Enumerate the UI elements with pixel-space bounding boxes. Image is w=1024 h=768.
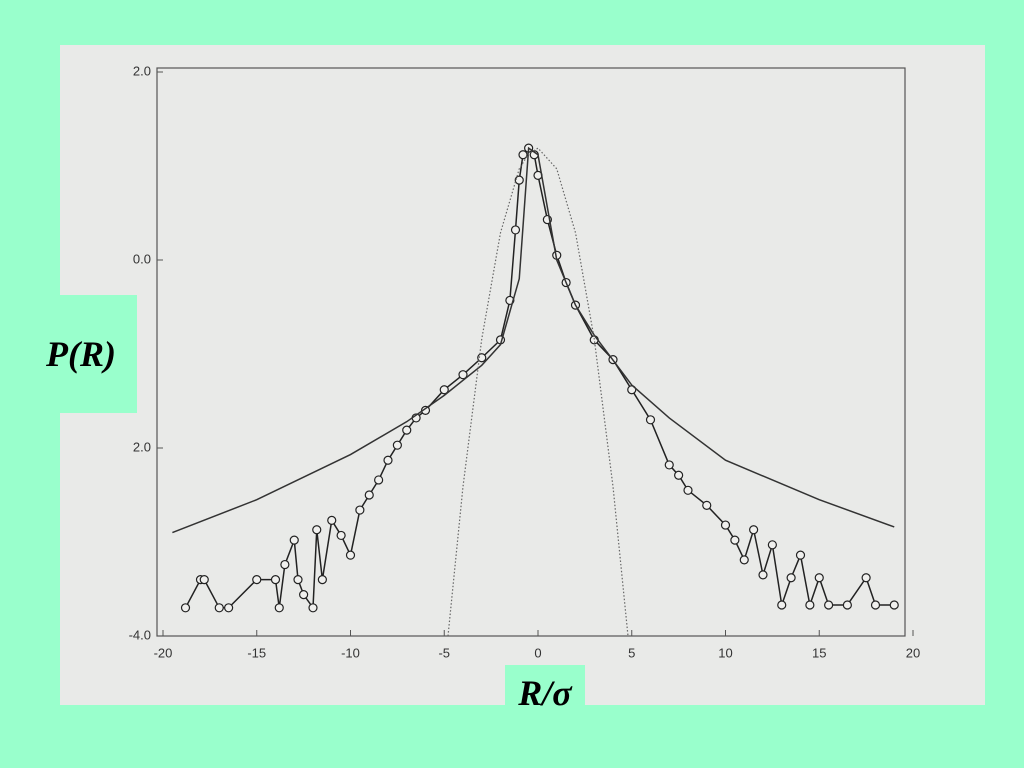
data-point [392, 440, 402, 450]
data-point [870, 600, 881, 610]
x-tick-label: 5 [628, 645, 635, 660]
data-point [645, 415, 656, 425]
data-point [327, 515, 337, 525]
data-point [274, 603, 284, 613]
data-point [683, 485, 693, 495]
data-point [420, 405, 431, 415]
data-point [777, 600, 787, 610]
data-point [702, 500, 712, 510]
data-point [458, 370, 468, 380]
data-point [214, 603, 224, 613]
data-point [299, 590, 309, 600]
x-tick-label: -20 [154, 645, 173, 660]
data-point [280, 559, 290, 570]
data-point [758, 570, 768, 580]
data-point [767, 540, 777, 550]
data-point [199, 574, 209, 585]
series-line [172, 146, 895, 534]
data-point [795, 550, 806, 560]
data-point [664, 460, 674, 470]
data-point [674, 470, 684, 480]
y-tick-label: 2.0 [133, 439, 151, 454]
data-point [336, 530, 346, 541]
series-line [447, 147, 629, 637]
data-point [824, 600, 834, 610]
x-tick-label: 10 [718, 645, 732, 660]
data-point [518, 150, 528, 160]
data-point [730, 535, 740, 545]
x-tick-label: 20 [906, 645, 920, 660]
data-point [889, 600, 899, 610]
data-point [317, 574, 327, 585]
data-point [383, 455, 393, 465]
x-axis-label: R/σ [505, 665, 585, 720]
y-tick-label: -4.0 [129, 627, 151, 642]
x-tick-label: 15 [812, 645, 826, 660]
data-point [355, 505, 365, 515]
x-tick-label: -10 [341, 645, 360, 660]
data-point [720, 520, 731, 530]
data-point [345, 550, 356, 560]
plot-frame [156, 67, 906, 637]
x-tick-label: -5 [438, 645, 450, 660]
data-point [312, 525, 322, 535]
data-point [180, 603, 191, 613]
data-point [289, 535, 299, 545]
data-point [364, 490, 374, 500]
data-point [270, 574, 281, 585]
data-point [477, 353, 487, 363]
data-point [224, 603, 234, 613]
data-point [805, 600, 815, 610]
data-point [786, 573, 796, 583]
data-point [374, 475, 384, 485]
y-tick-label: 2.0 [133, 63, 151, 78]
data-point [861, 573, 871, 583]
x-tick-label: -15 [247, 645, 266, 660]
data-point [514, 175, 524, 185]
data-point [510, 225, 521, 235]
y-tick-label: 0.0 [133, 251, 151, 266]
data-point [749, 525, 759, 535]
data-point [439, 385, 449, 395]
data-point [814, 573, 824, 583]
data-point [739, 555, 749, 565]
data-point [308, 603, 318, 613]
data-point [293, 574, 303, 585]
data-point [402, 425, 412, 435]
y-axis-label: P(R) [25, 295, 137, 413]
data-point [252, 574, 262, 585]
x-tick-label: 0 [534, 645, 541, 660]
data-point [842, 600, 852, 610]
